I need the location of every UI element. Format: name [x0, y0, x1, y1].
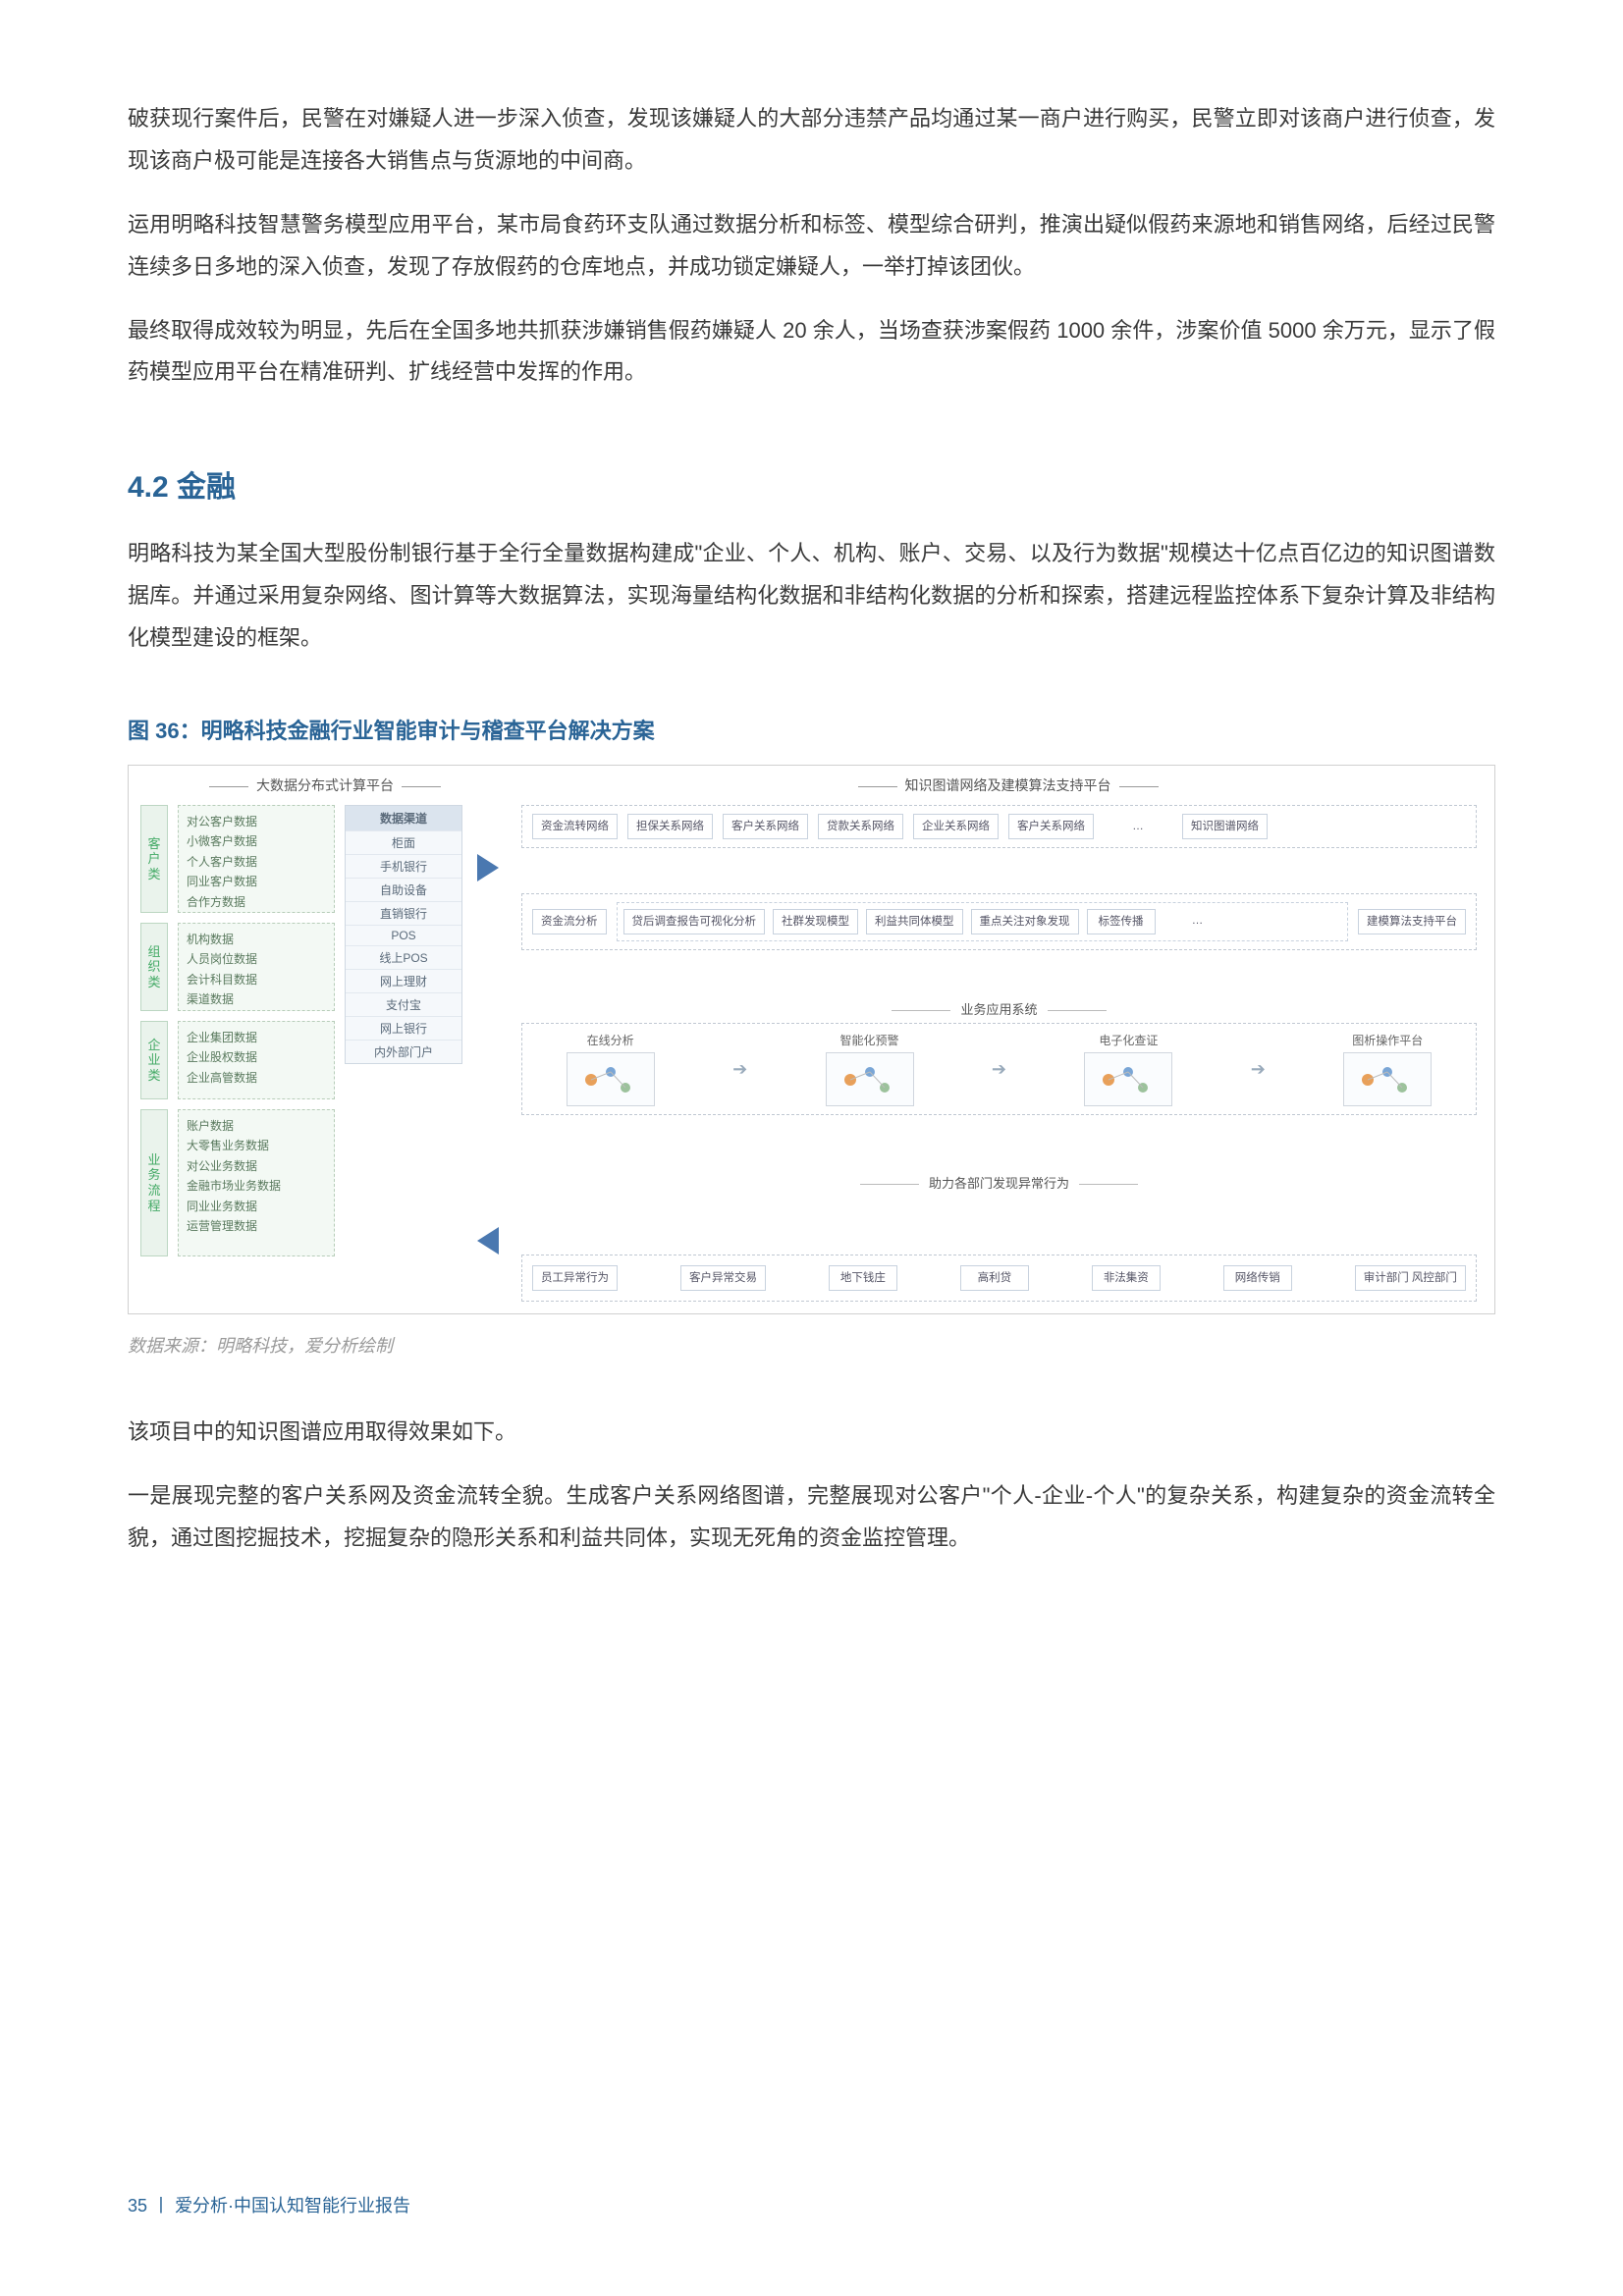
section-heading: 4.2 金融: [128, 462, 1495, 506]
page-footer: 35 丨 爱分析·中国认知智能行业报告: [128, 2192, 410, 2217]
app-item: 电子化查证: [1084, 1032, 1172, 1106]
side-item: 同业客户数据: [187, 872, 326, 891]
chip: 标签传播: [1087, 909, 1156, 934]
side-item: 大零售业务数据: [187, 1136, 326, 1155]
side-item: 小微客户数据: [187, 831, 326, 851]
side-label-process: 业务流程: [140, 1109, 168, 1256]
kg-model-row: 资金流分析 贷后调查报告可视化分析社群发现模型利益共同体模型重点关注对象发现标签…: [521, 893, 1477, 950]
body-paragraph: 运用明略科技智慧警务模型应用平台，某市局食药环支队通过数据分析和标签、模型综合研…: [128, 204, 1495, 289]
chip: 网络传销: [1223, 1265, 1292, 1291]
channel-item: 手机银行: [346, 854, 461, 878]
side-item: 个人客户数据: [187, 852, 326, 872]
chip: 贷款关系网络: [818, 814, 903, 839]
side-box-org: 机构数据人员岗位数据会计科目数据渠道数据: [178, 923, 335, 1011]
channel-item: POS: [346, 925, 461, 945]
chip: …: [1104, 815, 1172, 838]
side-item: 金融市场业务数据: [187, 1176, 326, 1196]
chip: 重点关注对象发现: [971, 909, 1079, 934]
body-paragraph: 最终取得成效较为明显，先后在全国多地共抓获涉嫌销售假药嫌疑人 20 余人，当场查…: [128, 310, 1495, 395]
side-item: 运营管理数据: [187, 1216, 326, 1236]
chip: 担保关系网络: [627, 814, 713, 839]
chip: 客户关系网络: [1008, 814, 1094, 839]
channel-item: 自助设备: [346, 878, 461, 901]
chip: 审计部门 风控部门: [1355, 1265, 1466, 1291]
app-system-row: 在线分析 ➔ 智能化预警 ➔ 电子化查证 ➔ 图析操作平台: [521, 1023, 1477, 1115]
viz-thumbnail: [826, 1052, 914, 1106]
chip: 利益共同体模型: [866, 909, 963, 934]
channel-header: 数据渠道: [346, 806, 461, 830]
body-paragraph: 破获现行案件后，民警在对嫌疑人进一步深入侦查，发现该嫌疑人的大部分违禁产品均通过…: [128, 98, 1495, 183]
kg-network-row: 资金流转网络担保关系网络客户关系网络贷款关系网络企业关系网络客户关系网络…知识图…: [521, 805, 1477, 848]
side-label-org: 组织类: [140, 923, 168, 1011]
side-item: 账户数据: [187, 1116, 326, 1136]
side-box-process: 账户数据大零售业务数据对公业务数据金融市场业务数据同业业务数据运营管理数据: [178, 1109, 335, 1256]
anomaly-row: 员工异常行为 客户异常交易 地下钱庄 高利贷 非法集资 网络传销 审计部门 风控部门: [521, 1255, 1477, 1302]
side-label-customer: 客户类: [140, 805, 168, 913]
viz-thumbnail: [567, 1052, 655, 1106]
channel-item: 柜面: [346, 830, 461, 854]
side-item: 企业股权数据: [187, 1047, 326, 1067]
side-item: 对公客户数据: [187, 812, 326, 831]
side-item: 对公业务数据: [187, 1156, 326, 1176]
channel-item: 内外部门户: [346, 1040, 461, 1063]
chip: 知识图谱网络: [1182, 814, 1268, 839]
side-item: 人员岗位数据: [187, 949, 326, 969]
arrow-icon: ➔: [1251, 1059, 1266, 1080]
app-item: 在线分析: [567, 1032, 655, 1106]
diagram-header-right: 知识图谱网络及建模算法支持平台: [541, 775, 1475, 795]
chip: 贷后调查报告可视化分析: [623, 909, 766, 934]
side-item: 企业集团数据: [187, 1028, 326, 1047]
footer-title: 爱分析·中国认知智能行业报告: [175, 2196, 410, 2216]
arrow-icon: ➔: [992, 1059, 1006, 1080]
chip: 地下钱庄: [829, 1265, 897, 1291]
chip: 非法集资: [1092, 1265, 1161, 1291]
chip: …: [1163, 909, 1232, 934]
chip: 客户异常交易: [680, 1265, 766, 1291]
model-group: 贷后调查报告可视化分析社群发现模型利益共同体模型重点关注对象发现标签传播 …: [617, 902, 1349, 941]
body-paragraph: 一是展现完整的客户关系网及资金流转全貌。生成客户关系网络图谱，完整展现对公客户"…: [128, 1475, 1495, 1560]
side-box-enterprise: 企业集团数据企业股权数据企业高管数据: [178, 1021, 335, 1099]
chip: 员工异常行为: [532, 1265, 618, 1291]
viz-thumbnail: [1084, 1052, 1172, 1106]
chip: 资金流转网络: [532, 814, 618, 839]
bottom-title: 助力各部门发现异常行为: [521, 1173, 1477, 1192]
arrow-icon: ➔: [732, 1059, 747, 1080]
body-paragraph: 该项目中的知识图谱应用取得效果如下。: [128, 1412, 1495, 1454]
side-item: 合作方数据: [187, 892, 326, 912]
channel-column: 数据渠道 柜面手机银行自助设备直销银行POS线上POS网上理财支付宝网上银行内外…: [345, 805, 462, 1064]
chip: 企业关系网络: [913, 814, 999, 839]
side-item: 同业业务数据: [187, 1197, 326, 1216]
channel-item: 线上POS: [346, 945, 461, 969]
app-item: 图析操作平台: [1343, 1032, 1432, 1106]
chip: 社群发现模型: [773, 909, 858, 934]
side-item: 会计科目数据: [187, 970, 326, 989]
chip: 资金流分析: [532, 909, 607, 934]
side-item: 渠道数据: [187, 989, 326, 1009]
channel-item: 网上银行: [346, 1016, 461, 1040]
viz-thumbnail: [1343, 1052, 1432, 1106]
chip: 高利贷: [960, 1265, 1029, 1291]
app-item: 智能化预警: [826, 1032, 914, 1106]
chip: 客户关系网络: [723, 814, 808, 839]
side-item: 机构数据: [187, 930, 326, 949]
arrow-left-icon: [477, 1227, 499, 1255]
channel-item: 支付宝: [346, 992, 461, 1016]
side-item: 企业高管数据: [187, 1068, 326, 1088]
channel-item: 网上理财: [346, 969, 461, 992]
figure-source: 数据来源：明略科技，爱分析绘制: [128, 1332, 1495, 1358]
side-box-customer: 对公客户数据小微客户数据个人客户数据同业客户数据合作方数据: [178, 805, 335, 913]
app-system-title: 业务应用系统: [521, 999, 1477, 1018]
diagram-header-left: 大数据分布式计算平台: [188, 775, 462, 795]
figure-title: 图 36：明略科技金融行业智能审计与稽查平台解决方案: [128, 714, 1495, 745]
body-paragraph: 明略科技为某全国大型股份制银行基于全行全量数据构建成"企业、个人、机构、账户、交…: [128, 533, 1495, 660]
solution-diagram: 大数据分布式计算平台 知识图谱网络及建模算法支持平台 客户类 对公客户数据小微客…: [128, 765, 1495, 1314]
chip: 建模算法支持平台: [1358, 909, 1466, 934]
arrow-right-icon: [477, 854, 499, 881]
page-number: 35: [128, 2196, 147, 2216]
channel-item: 直销银行: [346, 901, 461, 925]
side-label-enterprise: 企业类: [140, 1021, 168, 1099]
footer-sep: 丨: [152, 2196, 170, 2216]
